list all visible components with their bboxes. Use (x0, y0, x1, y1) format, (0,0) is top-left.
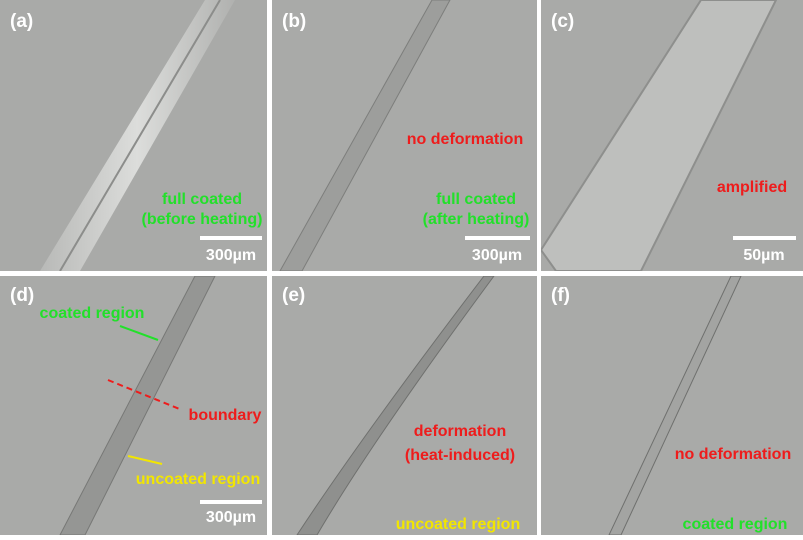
annotation: (before heating) (142, 211, 263, 228)
scale-label: 300µm (472, 247, 522, 264)
panel-label: (b) (282, 11, 306, 32)
figure: (a) full coated (before heating) 300µm (… (0, 0, 803, 535)
annotation: full coated (162, 191, 242, 208)
panel-f: (f) no deformation coated region (541, 276, 803, 535)
panel-label: (a) (10, 11, 33, 32)
panel-a: (a) full coated (before heating) 300µm (0, 0, 267, 271)
panel-label: (d) (10, 285, 34, 306)
annotation: deformation (414, 423, 506, 440)
annotation: (heat-induced) (405, 447, 515, 464)
page: (a) full coated (before heating) 300µm (… (0, 0, 803, 540)
scale-label: 300µm (206, 247, 256, 264)
background (272, 276, 537, 535)
annotation: coated region (683, 516, 788, 533)
scale-label: 50µm (743, 247, 784, 264)
panel-label: (c) (551, 11, 574, 32)
panel-b: (b) no deformation full coated (after he… (272, 0, 537, 271)
panel-label: (f) (551, 285, 570, 306)
panel-e: (e) deformation (heat-induced) uncoated … (272, 276, 537, 535)
annotation: no deformation (407, 131, 523, 148)
annotation: boundary (189, 407, 262, 424)
annotation: uncoated region (136, 471, 260, 488)
annotation: coated region (40, 305, 145, 322)
annotation: uncoated region (396, 516, 520, 533)
panel-c: (c) amplified 50µm (541, 0, 803, 271)
annotation: no deformation (675, 446, 791, 463)
annotation: amplified (717, 179, 787, 196)
annotation: (after heating) (423, 211, 530, 228)
annotation: full coated (436, 191, 516, 208)
panel-d: (d) coated region boundary uncoated regi… (0, 276, 267, 535)
scale-label: 300µm (206, 509, 256, 526)
panel-label: (e) (282, 285, 305, 306)
